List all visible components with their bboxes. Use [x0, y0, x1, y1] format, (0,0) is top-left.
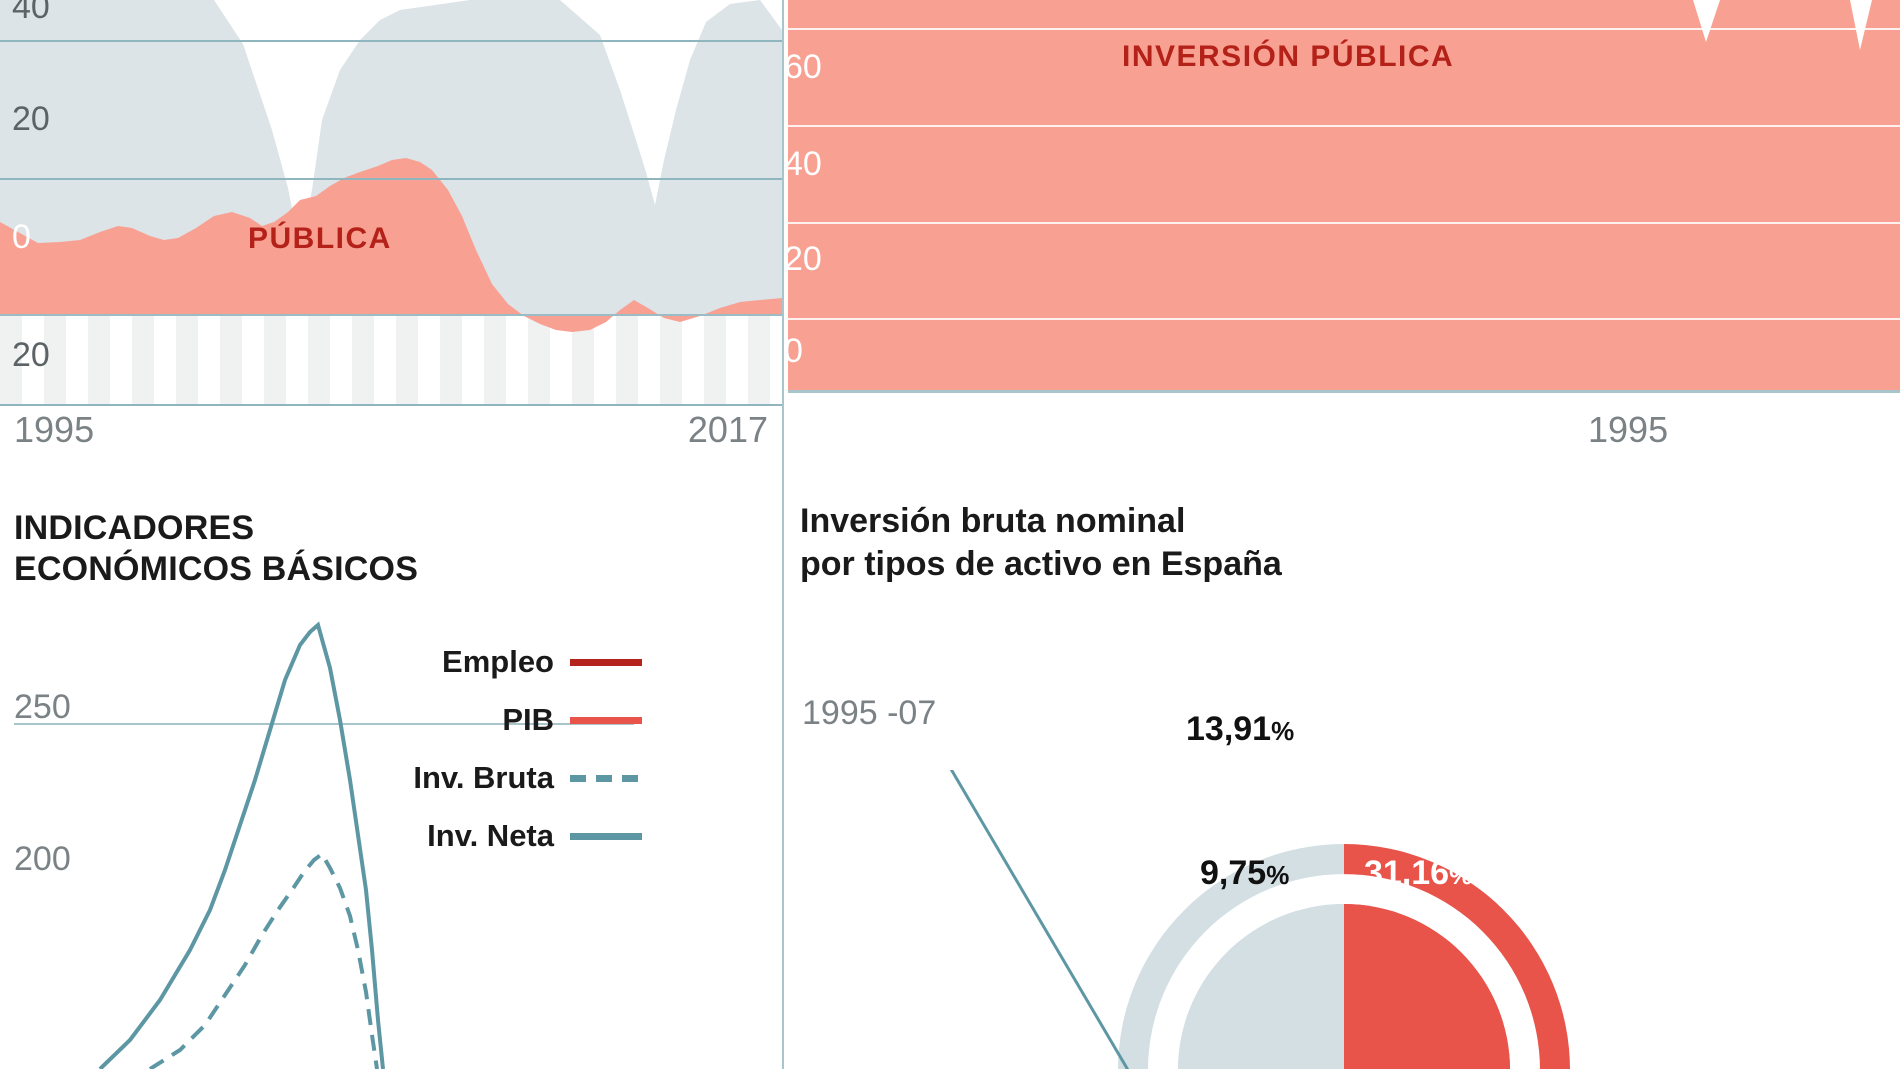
legend-swatch-inv-bruta-dashed-line-icon	[570, 774, 642, 782]
indicadores-ytick-250: 250	[14, 688, 71, 726]
chart-b-xtick-start: 1995	[1588, 409, 1669, 450]
legend-label-inv-bruta: Inv. Bruta	[413, 760, 554, 795]
indicadores-gridline-250	[14, 723, 634, 725]
chart-b-plot-area: 60 40 20 0 INVERSIÓN PÚBLICA	[788, 0, 1900, 392]
donut-inner-slice-red	[1344, 904, 1510, 1069]
donut-period-label: 1995 -07	[802, 694, 937, 732]
donut-chart: 13,91% 24,38% 9,75% 31,16%	[788, 710, 1900, 1069]
chart-b-gridline-60	[788, 125, 1900, 127]
indicadores-ytick-200: 200	[14, 840, 71, 878]
chart-b-ytick-60: 60	[788, 48, 822, 86]
column-divider	[782, 0, 784, 1069]
panel-donut-title-line1: Inversión bruta nominal	[800, 502, 1186, 540]
area-publica	[0, 158, 782, 332]
legend-swatch-pib-line-icon	[570, 716, 642, 724]
donut-leader-line	[949, 770, 1130, 1069]
chart-b-gridline-20	[788, 318, 1900, 320]
panel-indicadores-title-line2: ECONÓMICOS BÁSICOS	[14, 550, 419, 589]
legend-label-empleo: Empleo	[442, 644, 554, 679]
chart-a-gridline-40	[0, 40, 782, 42]
donut-label-inner-red: 31,16%	[1364, 854, 1473, 892]
chart-a-xtick-end: 2017	[687, 409, 768, 450]
chart-a-x-axis: 1995 2017	[14, 400, 768, 460]
panel-indicadores-title-line1: INDICADORES	[14, 509, 255, 547]
chart-b-ytick-0: 0	[788, 332, 803, 370]
legend-label-pib: PIB	[502, 702, 554, 737]
chart-a-baseline-0	[0, 314, 782, 316]
panel-donut-title-line2: por tipos de activo en España	[800, 544, 1282, 583]
area-inversion-publica-notches	[1668, 0, 1900, 50]
chart-a-stripes	[0, 315, 782, 405]
chart-a-xtick-start: 1995	[14, 409, 95, 450]
donut-label-outer-grey: 13,91%	[1186, 710, 1295, 748]
chart-b-x-axis: 1995 2017	[1588, 400, 1900, 460]
indicadores-legend: Empleo PIB Inv. Bruta Inv. Neta	[352, 633, 642, 865]
chart-a-ytick-40: 40	[12, 0, 50, 26]
chart-a-plot-area: 40 20 0 20 PÚBLICA	[0, 0, 782, 406]
donut-inner-ring	[1178, 904, 1510, 1069]
chart-a-ytick-20: 20	[12, 100, 50, 138]
chart-b-ytick-40: 40	[788, 145, 822, 183]
chart-a-ytick-0: 0	[12, 218, 31, 256]
donut-label-inner-grey: 9,75%	[1200, 854, 1290, 892]
chart-a-ytick-neg20: 20	[12, 336, 50, 374]
chart-b-ytick-20: 20	[788, 240, 822, 278]
legend-item-pib[interactable]: PIB	[352, 691, 642, 749]
chart-b-series-label: INVERSIÓN PÚBLICA	[1122, 40, 1455, 73]
chart-inversion-privada-publica: 40 20 0 20 PÚBLICA 1995 2017	[0, 0, 782, 470]
panel-indicadores-title: INDICADORES ECONÓMICOS BÁSICOS	[14, 508, 714, 591]
legend-label-inv-neta: Inv. Neta	[427, 818, 554, 853]
chart-a-gridline-20	[0, 178, 782, 180]
panel-indicadores-economicos: INDICADORES ECONÓMICOS BÁSICOS 250 200 E…	[0, 470, 782, 1069]
panel-donut-title: Inversión bruta nominal por tipos de act…	[800, 500, 1520, 585]
chart-b-gridline-40	[788, 222, 1900, 224]
donut-ring-gap	[1148, 874, 1540, 1069]
legend-item-empleo[interactable]: Empleo	[352, 633, 642, 691]
chart-a-series-label-publica: PÚBLICA	[248, 222, 392, 255]
legend-swatch-inv-neta-line-icon	[570, 832, 642, 840]
chart-inversion-publica: 60 40 20 0 INVERSIÓN PÚBLICA 1995 2017	[788, 0, 1900, 470]
indicadores-plot-area: 250 200	[0, 620, 782, 1069]
legend-swatch-empleo-line-icon	[570, 658, 642, 666]
panel-inversion-bruta-activos: Inversión bruta nominal por tipos de act…	[788, 470, 1900, 1069]
donut-label-outer-red: 24,38%	[1366, 710, 1475, 748]
donut-inner-slice-grey	[1178, 904, 1344, 1069]
legend-item-inv-bruta[interactable]: Inv. Bruta	[352, 749, 642, 807]
chart-b-baseline	[788, 390, 1900, 393]
chart-a-gridline-bottom	[0, 404, 782, 406]
indicadores-lines	[98, 621, 385, 1069]
legend-item-inv-neta[interactable]: Inv. Neta	[352, 807, 642, 865]
chart-b-gridline-top	[788, 28, 1900, 30]
donut-svg	[949, 770, 1570, 1069]
